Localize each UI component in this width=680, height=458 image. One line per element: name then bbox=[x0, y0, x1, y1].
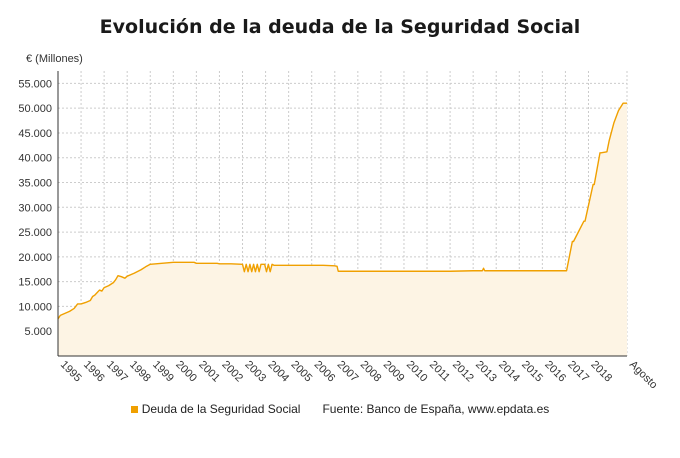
x-tick-label: 2004 bbox=[265, 359, 291, 385]
series-area-fill bbox=[58, 103, 627, 356]
source-note: Fuente: Banco de España, www.epdata.es bbox=[322, 402, 550, 416]
x-tick-label: 2006 bbox=[312, 359, 338, 385]
x-tick-label: 2000 bbox=[173, 359, 199, 385]
axis-layer bbox=[57, 71, 627, 357]
x-tick-label: 2012 bbox=[450, 359, 476, 385]
y-tick-label: 30.000 bbox=[18, 202, 52, 214]
x-tick-label: 1996 bbox=[81, 359, 107, 385]
y-tick-label: 35.000 bbox=[18, 178, 52, 190]
y-tick-label: 5.000 bbox=[24, 326, 52, 338]
y-tick-label: 55.000 bbox=[18, 78, 52, 90]
y-tick-label: 25.000 bbox=[18, 227, 52, 239]
x-tick-labels: 1995199619971998199920002001200220032004… bbox=[58, 359, 660, 392]
series-line bbox=[57, 102, 627, 320]
legend-swatch bbox=[130, 405, 138, 413]
x-tick-label: Agosto bbox=[627, 359, 660, 392]
x-tick-label: 1997 bbox=[104, 359, 130, 385]
y-tick-label: 45.000 bbox=[18, 128, 52, 140]
x-tick-label: 2016 bbox=[542, 359, 568, 385]
x-tick-label: 2002 bbox=[219, 359, 245, 385]
x-tick-label: 2010 bbox=[404, 359, 430, 385]
legend-series-label: Deuda de la Seguridad Social bbox=[141, 402, 301, 416]
x-tick-label: 2015 bbox=[519, 359, 545, 385]
y-tick-label: 15.000 bbox=[18, 277, 52, 289]
x-tick-label: 1998 bbox=[127, 359, 153, 385]
x-tick-label: 2007 bbox=[335, 359, 361, 385]
x-tick-label: 2005 bbox=[289, 359, 315, 385]
x-tick-label: 1999 bbox=[150, 359, 176, 385]
y-tick-label: 10.000 bbox=[18, 301, 52, 313]
y-axis-label: € (Millones) bbox=[26, 53, 83, 65]
x-tick-label: 2018 bbox=[588, 359, 614, 385]
x-tick-label: 2013 bbox=[473, 359, 499, 385]
x-tick-label: 2011 bbox=[427, 359, 452, 384]
x-tick-label: 1995 bbox=[58, 359, 84, 385]
x-tick-label: 2003 bbox=[242, 359, 268, 385]
y-tick-label: 40.000 bbox=[18, 153, 52, 165]
y-tick-label: 50.000 bbox=[18, 103, 52, 115]
x-tick-label: 2014 bbox=[496, 359, 522, 385]
x-tick-label: 2001 bbox=[196, 359, 222, 385]
y-tick-label: 20.000 bbox=[18, 252, 52, 264]
y-tick-labels: 5.000 10.000 15.000 20.000 25.000 30.000 35.00… bbox=[18, 78, 52, 338]
x-tick-label: 2008 bbox=[358, 359, 384, 385]
x-tick-label: 2017 bbox=[565, 359, 591, 385]
legend: Deuda de la Seguridad Social Fuente: Ban… bbox=[0, 402, 680, 416]
area-layer bbox=[57, 102, 627, 356]
chart-title: Evolución de la deuda de la Seguridad So… bbox=[99, 16, 581, 38]
x-tick-label: 2009 bbox=[381, 359, 407, 385]
